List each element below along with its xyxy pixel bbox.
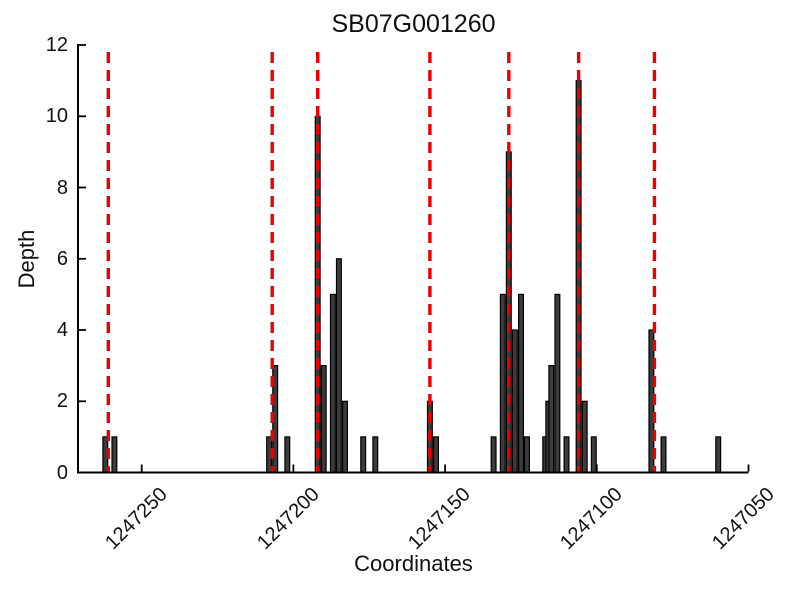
depth-bar <box>523 436 530 474</box>
depth-bar <box>590 436 597 474</box>
depth-bar <box>548 365 555 474</box>
depth-bar <box>320 365 327 474</box>
depth-bar <box>111 436 118 474</box>
depth-bar <box>329 293 336 474</box>
depth-bar <box>342 400 349 474</box>
y-tick-label: 4 <box>56 319 68 341</box>
depth-bar <box>660 436 667 474</box>
chart-title: SB07G001260 <box>331 10 496 38</box>
depth-bar <box>490 436 497 474</box>
depth-bar <box>517 293 524 474</box>
depth-bar <box>563 436 570 474</box>
depth-bar <box>581 400 588 474</box>
depth-bar <box>554 293 561 474</box>
depth-bar <box>284 436 291 474</box>
depth-bar <box>499 293 506 474</box>
y-tick-label: 10 <box>45 105 68 128</box>
depth-bar <box>511 329 518 474</box>
depth-bar <box>715 436 722 474</box>
depth-bar <box>372 436 379 474</box>
depth-bars <box>102 79 722 474</box>
y-tick-label: 8 <box>56 176 68 199</box>
y-tick-label: 6 <box>56 247 68 270</box>
y-tick-label: 12 <box>45 34 68 56</box>
y-tick-label: 0 <box>56 461 68 484</box>
depth-bar <box>433 436 440 474</box>
depth-bar <box>360 436 367 474</box>
x-axis-label: Coordinates <box>354 551 473 576</box>
axes <box>77 44 750 474</box>
marker-lines <box>106 52 657 472</box>
depth-bar <box>335 258 342 474</box>
y-tick-label: 2 <box>56 390 68 413</box>
